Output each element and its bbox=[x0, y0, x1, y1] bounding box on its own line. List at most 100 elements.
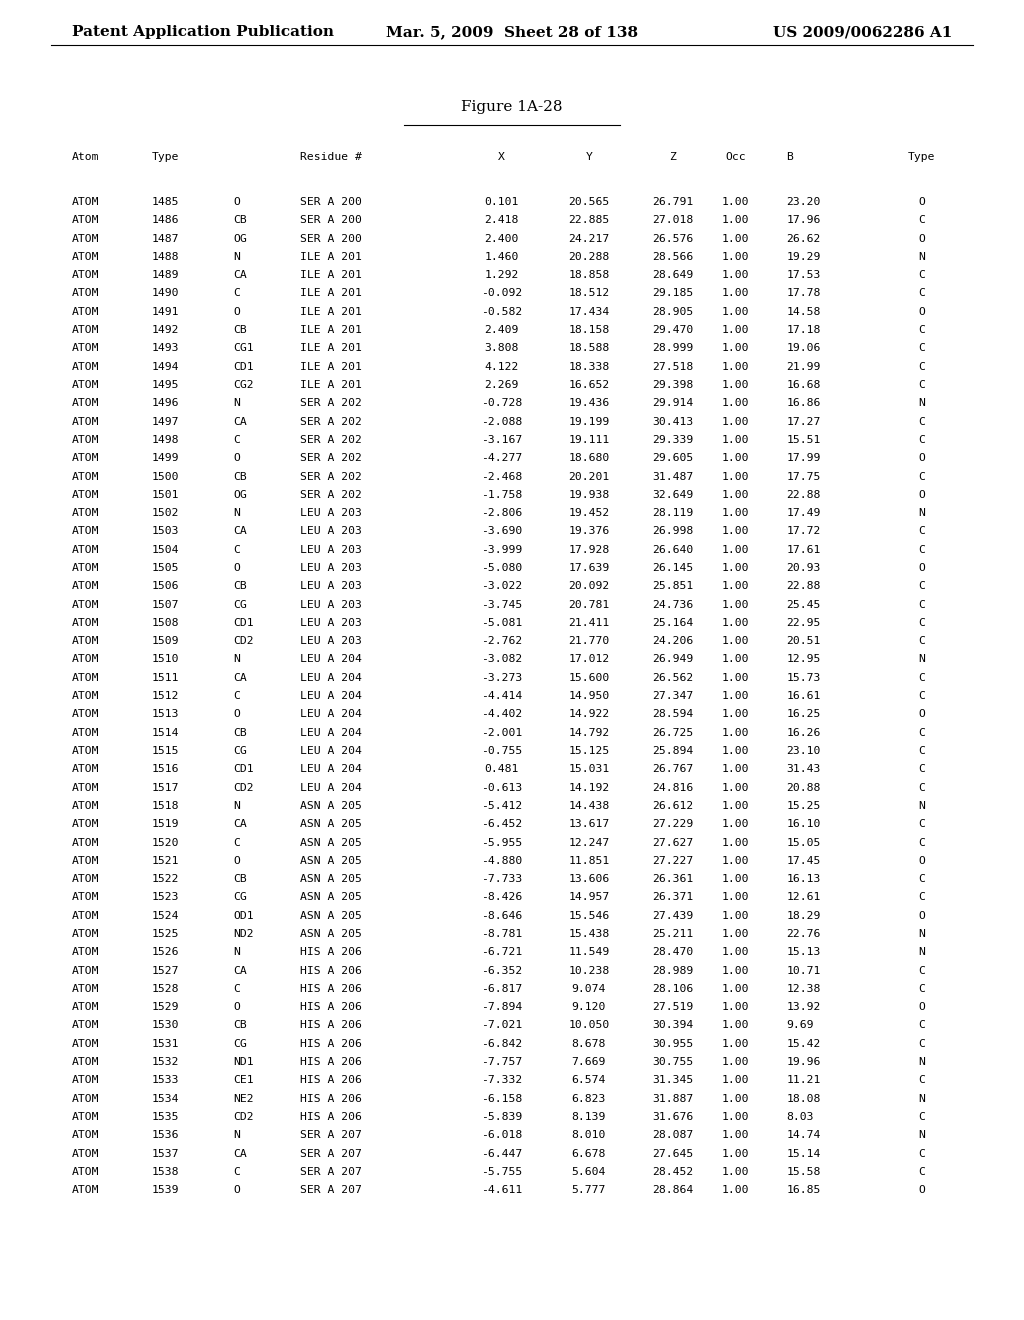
Text: 1.00: 1.00 bbox=[722, 564, 749, 573]
Text: NE2: NE2 bbox=[233, 1094, 254, 1104]
Text: LEU A 204: LEU A 204 bbox=[300, 692, 361, 701]
Text: ATOM: ATOM bbox=[72, 471, 99, 482]
Text: 17.61: 17.61 bbox=[786, 545, 821, 554]
Text: 1513: 1513 bbox=[152, 709, 179, 719]
Text: 1.00: 1.00 bbox=[722, 471, 749, 482]
Text: SER A 202: SER A 202 bbox=[300, 434, 361, 445]
Text: 0.101: 0.101 bbox=[484, 197, 519, 207]
Text: ATOM: ATOM bbox=[72, 1020, 99, 1031]
Text: CB: CB bbox=[233, 215, 247, 226]
Text: 15.05: 15.05 bbox=[786, 837, 821, 847]
Text: -7.894: -7.894 bbox=[481, 1002, 522, 1012]
Text: ATOM: ATOM bbox=[72, 892, 99, 903]
Text: N: N bbox=[919, 948, 925, 957]
Text: C: C bbox=[919, 343, 925, 354]
Text: 19.436: 19.436 bbox=[568, 399, 609, 408]
Text: 1491: 1491 bbox=[152, 306, 179, 317]
Text: 15.13: 15.13 bbox=[786, 948, 821, 957]
Text: 1527: 1527 bbox=[152, 966, 179, 975]
Text: 15.42: 15.42 bbox=[786, 1039, 821, 1049]
Text: 17.72: 17.72 bbox=[786, 527, 821, 536]
Text: ATOM: ATOM bbox=[72, 855, 99, 866]
Text: LEU A 204: LEU A 204 bbox=[300, 709, 361, 719]
Text: 1537: 1537 bbox=[152, 1148, 179, 1159]
Text: Occ: Occ bbox=[725, 152, 745, 162]
Text: CD2: CD2 bbox=[233, 1111, 254, 1122]
Text: 1521: 1521 bbox=[152, 855, 179, 866]
Text: Y: Y bbox=[586, 152, 592, 162]
Text: ATOM: ATOM bbox=[72, 1185, 99, 1195]
Text: ATOM: ATOM bbox=[72, 399, 99, 408]
Text: HIS A 206: HIS A 206 bbox=[300, 1002, 361, 1012]
Text: Z: Z bbox=[670, 152, 676, 162]
Text: C: C bbox=[233, 545, 241, 554]
Text: O: O bbox=[919, 564, 925, 573]
Text: O: O bbox=[233, 197, 241, 207]
Text: -8.426: -8.426 bbox=[481, 892, 522, 903]
Text: CG: CG bbox=[233, 746, 247, 756]
Text: N: N bbox=[919, 801, 925, 810]
Text: 1524: 1524 bbox=[152, 911, 179, 920]
Text: -3.167: -3.167 bbox=[481, 434, 522, 445]
Text: Type: Type bbox=[152, 152, 179, 162]
Text: 17.012: 17.012 bbox=[568, 655, 609, 664]
Text: 27.227: 27.227 bbox=[652, 855, 693, 866]
Text: 15.125: 15.125 bbox=[568, 746, 609, 756]
Text: C: C bbox=[919, 692, 925, 701]
Text: ATOM: ATOM bbox=[72, 581, 99, 591]
Text: 21.770: 21.770 bbox=[568, 636, 609, 647]
Text: ATOM: ATOM bbox=[72, 545, 99, 554]
Text: ATOM: ATOM bbox=[72, 453, 99, 463]
Text: 30.955: 30.955 bbox=[652, 1039, 693, 1049]
Text: -4.277: -4.277 bbox=[481, 453, 522, 463]
Text: ATOM: ATOM bbox=[72, 874, 99, 884]
Text: CB: CB bbox=[233, 874, 247, 884]
Text: O: O bbox=[919, 453, 925, 463]
Text: CG: CG bbox=[233, 1039, 247, 1049]
Text: -2.762: -2.762 bbox=[481, 636, 522, 647]
Text: 19.376: 19.376 bbox=[568, 527, 609, 536]
Text: ILE A 201: ILE A 201 bbox=[300, 289, 361, 298]
Text: 5.777: 5.777 bbox=[571, 1185, 606, 1195]
Text: 20.201: 20.201 bbox=[568, 471, 609, 482]
Text: OD1: OD1 bbox=[233, 911, 254, 920]
Text: 14.922: 14.922 bbox=[568, 709, 609, 719]
Text: LEU A 203: LEU A 203 bbox=[300, 545, 361, 554]
Text: 14.58: 14.58 bbox=[786, 306, 821, 317]
Text: 20.565: 20.565 bbox=[568, 197, 609, 207]
Text: 17.75: 17.75 bbox=[786, 471, 821, 482]
Text: 1.00: 1.00 bbox=[722, 234, 749, 244]
Text: 1.00: 1.00 bbox=[722, 892, 749, 903]
Text: CG1: CG1 bbox=[233, 343, 254, 354]
Text: ATOM: ATOM bbox=[72, 234, 99, 244]
Text: O: O bbox=[233, 1002, 241, 1012]
Text: HIS A 206: HIS A 206 bbox=[300, 983, 361, 994]
Text: ATOM: ATOM bbox=[72, 1130, 99, 1140]
Text: 1508: 1508 bbox=[152, 618, 179, 628]
Text: 22.88: 22.88 bbox=[786, 581, 821, 591]
Text: 1538: 1538 bbox=[152, 1167, 179, 1177]
Text: 26.767: 26.767 bbox=[652, 764, 693, 775]
Text: ATOM: ATOM bbox=[72, 709, 99, 719]
Text: 31.676: 31.676 bbox=[652, 1111, 693, 1122]
Text: 1.00: 1.00 bbox=[722, 581, 749, 591]
Text: ATOM: ATOM bbox=[72, 820, 99, 829]
Text: HIS A 206: HIS A 206 bbox=[300, 1057, 361, 1067]
Text: C: C bbox=[919, 1020, 925, 1031]
Text: 1534: 1534 bbox=[152, 1094, 179, 1104]
Text: O: O bbox=[233, 709, 241, 719]
Text: -4.402: -4.402 bbox=[481, 709, 522, 719]
Text: 26.562: 26.562 bbox=[652, 673, 693, 682]
Text: ATOM: ATOM bbox=[72, 527, 99, 536]
Text: ATOM: ATOM bbox=[72, 948, 99, 957]
Text: O: O bbox=[233, 306, 241, 317]
Text: 1512: 1512 bbox=[152, 692, 179, 701]
Text: HIS A 206: HIS A 206 bbox=[300, 966, 361, 975]
Text: ATOM: ATOM bbox=[72, 618, 99, 628]
Text: 1.00: 1.00 bbox=[722, 215, 749, 226]
Text: 27.519: 27.519 bbox=[652, 1002, 693, 1012]
Text: 1.00: 1.00 bbox=[722, 306, 749, 317]
Text: 20.288: 20.288 bbox=[568, 252, 609, 261]
Text: 2.269: 2.269 bbox=[484, 380, 519, 389]
Text: O: O bbox=[919, 855, 925, 866]
